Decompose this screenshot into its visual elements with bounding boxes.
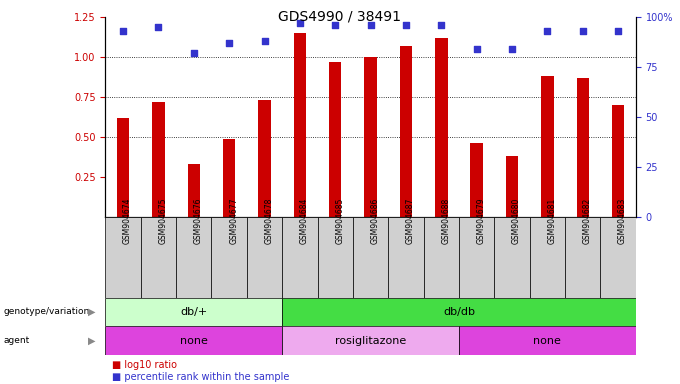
- Text: ■ percentile rank within the sample: ■ percentile rank within the sample: [112, 372, 290, 382]
- Text: GSM904685: GSM904685: [335, 198, 344, 244]
- Bar: [459, 217, 494, 298]
- Bar: [282, 326, 459, 355]
- Text: GSM904684: GSM904684: [300, 198, 309, 244]
- Point: [365, 22, 376, 28]
- Bar: [329, 62, 341, 217]
- Bar: [282, 298, 636, 326]
- Bar: [353, 217, 388, 298]
- Text: GSM904681: GSM904681: [547, 198, 556, 244]
- Bar: [364, 57, 377, 217]
- Text: GSM904679: GSM904679: [477, 198, 486, 244]
- Bar: [471, 144, 483, 217]
- Bar: [565, 217, 600, 298]
- Bar: [506, 156, 518, 217]
- Text: GSM904686: GSM904686: [371, 198, 379, 244]
- Text: GSM904675: GSM904675: [158, 198, 167, 244]
- Text: none: none: [534, 336, 561, 346]
- Text: GSM904678: GSM904678: [265, 198, 273, 244]
- Bar: [247, 217, 282, 298]
- Bar: [105, 326, 282, 355]
- Bar: [541, 76, 554, 217]
- Bar: [141, 217, 176, 298]
- Bar: [105, 217, 141, 298]
- Bar: [388, 217, 424, 298]
- Text: agent: agent: [3, 336, 30, 345]
- Bar: [117, 118, 129, 217]
- Text: GSM904682: GSM904682: [583, 198, 592, 244]
- Text: ▶: ▶: [88, 336, 96, 346]
- Point: [401, 22, 411, 28]
- Text: GSM904683: GSM904683: [618, 198, 627, 244]
- Point: [188, 50, 199, 56]
- Point: [330, 22, 341, 28]
- Bar: [152, 102, 165, 217]
- Bar: [435, 38, 447, 217]
- Text: ■ log10 ratio: ■ log10 ratio: [112, 359, 177, 370]
- Point: [153, 24, 164, 30]
- Text: GDS4990 / 38491: GDS4990 / 38491: [279, 10, 401, 23]
- Point: [471, 46, 482, 52]
- Bar: [105, 298, 282, 326]
- Bar: [223, 139, 235, 217]
- Point: [613, 28, 624, 34]
- Bar: [459, 326, 636, 355]
- Text: none: none: [180, 336, 207, 346]
- Text: db/+: db/+: [180, 307, 207, 317]
- Bar: [400, 46, 412, 217]
- Text: GSM904674: GSM904674: [123, 198, 132, 244]
- Point: [507, 46, 517, 52]
- Text: GSM904687: GSM904687: [406, 198, 415, 244]
- Text: db/db: db/db: [443, 307, 475, 317]
- Bar: [282, 217, 318, 298]
- Text: genotype/variation: genotype/variation: [3, 308, 90, 316]
- Bar: [600, 217, 636, 298]
- Bar: [494, 217, 530, 298]
- Bar: [318, 217, 353, 298]
- Bar: [211, 217, 247, 298]
- Bar: [258, 100, 271, 217]
- Bar: [188, 164, 200, 217]
- Text: GSM904688: GSM904688: [441, 198, 450, 244]
- Text: GSM904680: GSM904680: [512, 198, 521, 244]
- Point: [224, 40, 235, 46]
- Point: [294, 20, 305, 26]
- Point: [118, 28, 129, 34]
- Point: [577, 28, 588, 34]
- Bar: [530, 217, 565, 298]
- Bar: [424, 217, 459, 298]
- Text: rosiglitazone: rosiglitazone: [335, 336, 406, 346]
- Text: GSM904677: GSM904677: [229, 198, 238, 244]
- Bar: [577, 78, 589, 217]
- Text: ▶: ▶: [88, 307, 96, 317]
- Text: GSM904676: GSM904676: [194, 198, 203, 244]
- Bar: [294, 33, 306, 217]
- Point: [542, 28, 553, 34]
- Point: [259, 38, 270, 44]
- Bar: [612, 105, 624, 217]
- Bar: [176, 217, 211, 298]
- Point: [436, 22, 447, 28]
